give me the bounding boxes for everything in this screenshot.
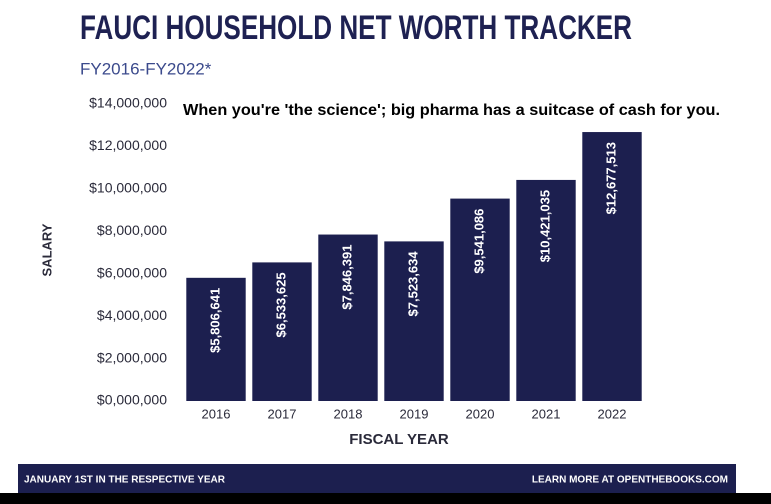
value-label: $5,806,641	[207, 288, 222, 353]
y-tick-label: $4,000,000	[97, 307, 167, 323]
bar	[252, 262, 312, 401]
bar	[450, 198, 510, 401]
y-tick-label: $12,000,000	[89, 137, 167, 153]
chart-subtitle: FY2016-FY2022*	[80, 59, 212, 78]
x-tick-label: 2019	[400, 406, 429, 421]
bar	[186, 277, 246, 401]
value-label: $12,677,513	[603, 142, 618, 214]
y-tick-label: $6,000,000	[97, 264, 167, 280]
value-label: $9,541,086	[471, 209, 486, 274]
x-tick-label: 2022	[598, 406, 627, 421]
y-tick-label: $2,000,000	[97, 349, 167, 365]
footer-link: LEARN MORE AT OPENTHEBOOKS.COM	[532, 475, 728, 486]
y-tick-label: $14,000,000	[89, 95, 167, 111]
y-tick-label: $0,000,000	[97, 392, 167, 408]
value-label: $7,523,634	[405, 251, 420, 317]
chart-title: FAUCI HOUSEHOLD NET WORTH TRACKER	[80, 9, 632, 47]
footer-bar	[18, 464, 736, 493]
bar	[318, 234, 378, 401]
x-axis-label: FISCAL YEAR	[349, 431, 449, 448]
x-tick-label: 2016	[202, 406, 231, 421]
bottom-strip	[0, 493, 771, 504]
y-tick-label: $10,000,000	[89, 180, 167, 196]
x-tick-label: 2018	[334, 406, 363, 421]
value-label: $10,421,035	[537, 190, 552, 262]
bar	[384, 241, 444, 401]
value-label: $6,533,625	[273, 272, 288, 337]
bar	[582, 132, 642, 402]
y-tick-label: $8,000,000	[97, 222, 167, 238]
x-tick-label: 2017	[268, 406, 297, 421]
bar	[516, 179, 576, 401]
x-tick-label: 2021	[532, 406, 561, 421]
footer-note: JANUARY 1ST IN THE RESPECTIVE YEAR	[24, 475, 226, 486]
value-label: $7,846,391	[339, 245, 354, 310]
x-tick-label: 2020	[466, 406, 495, 421]
y-axis-label: SALARY	[39, 223, 54, 276]
annotation: When you're 'the science'; big pharma ha…	[183, 102, 720, 119]
